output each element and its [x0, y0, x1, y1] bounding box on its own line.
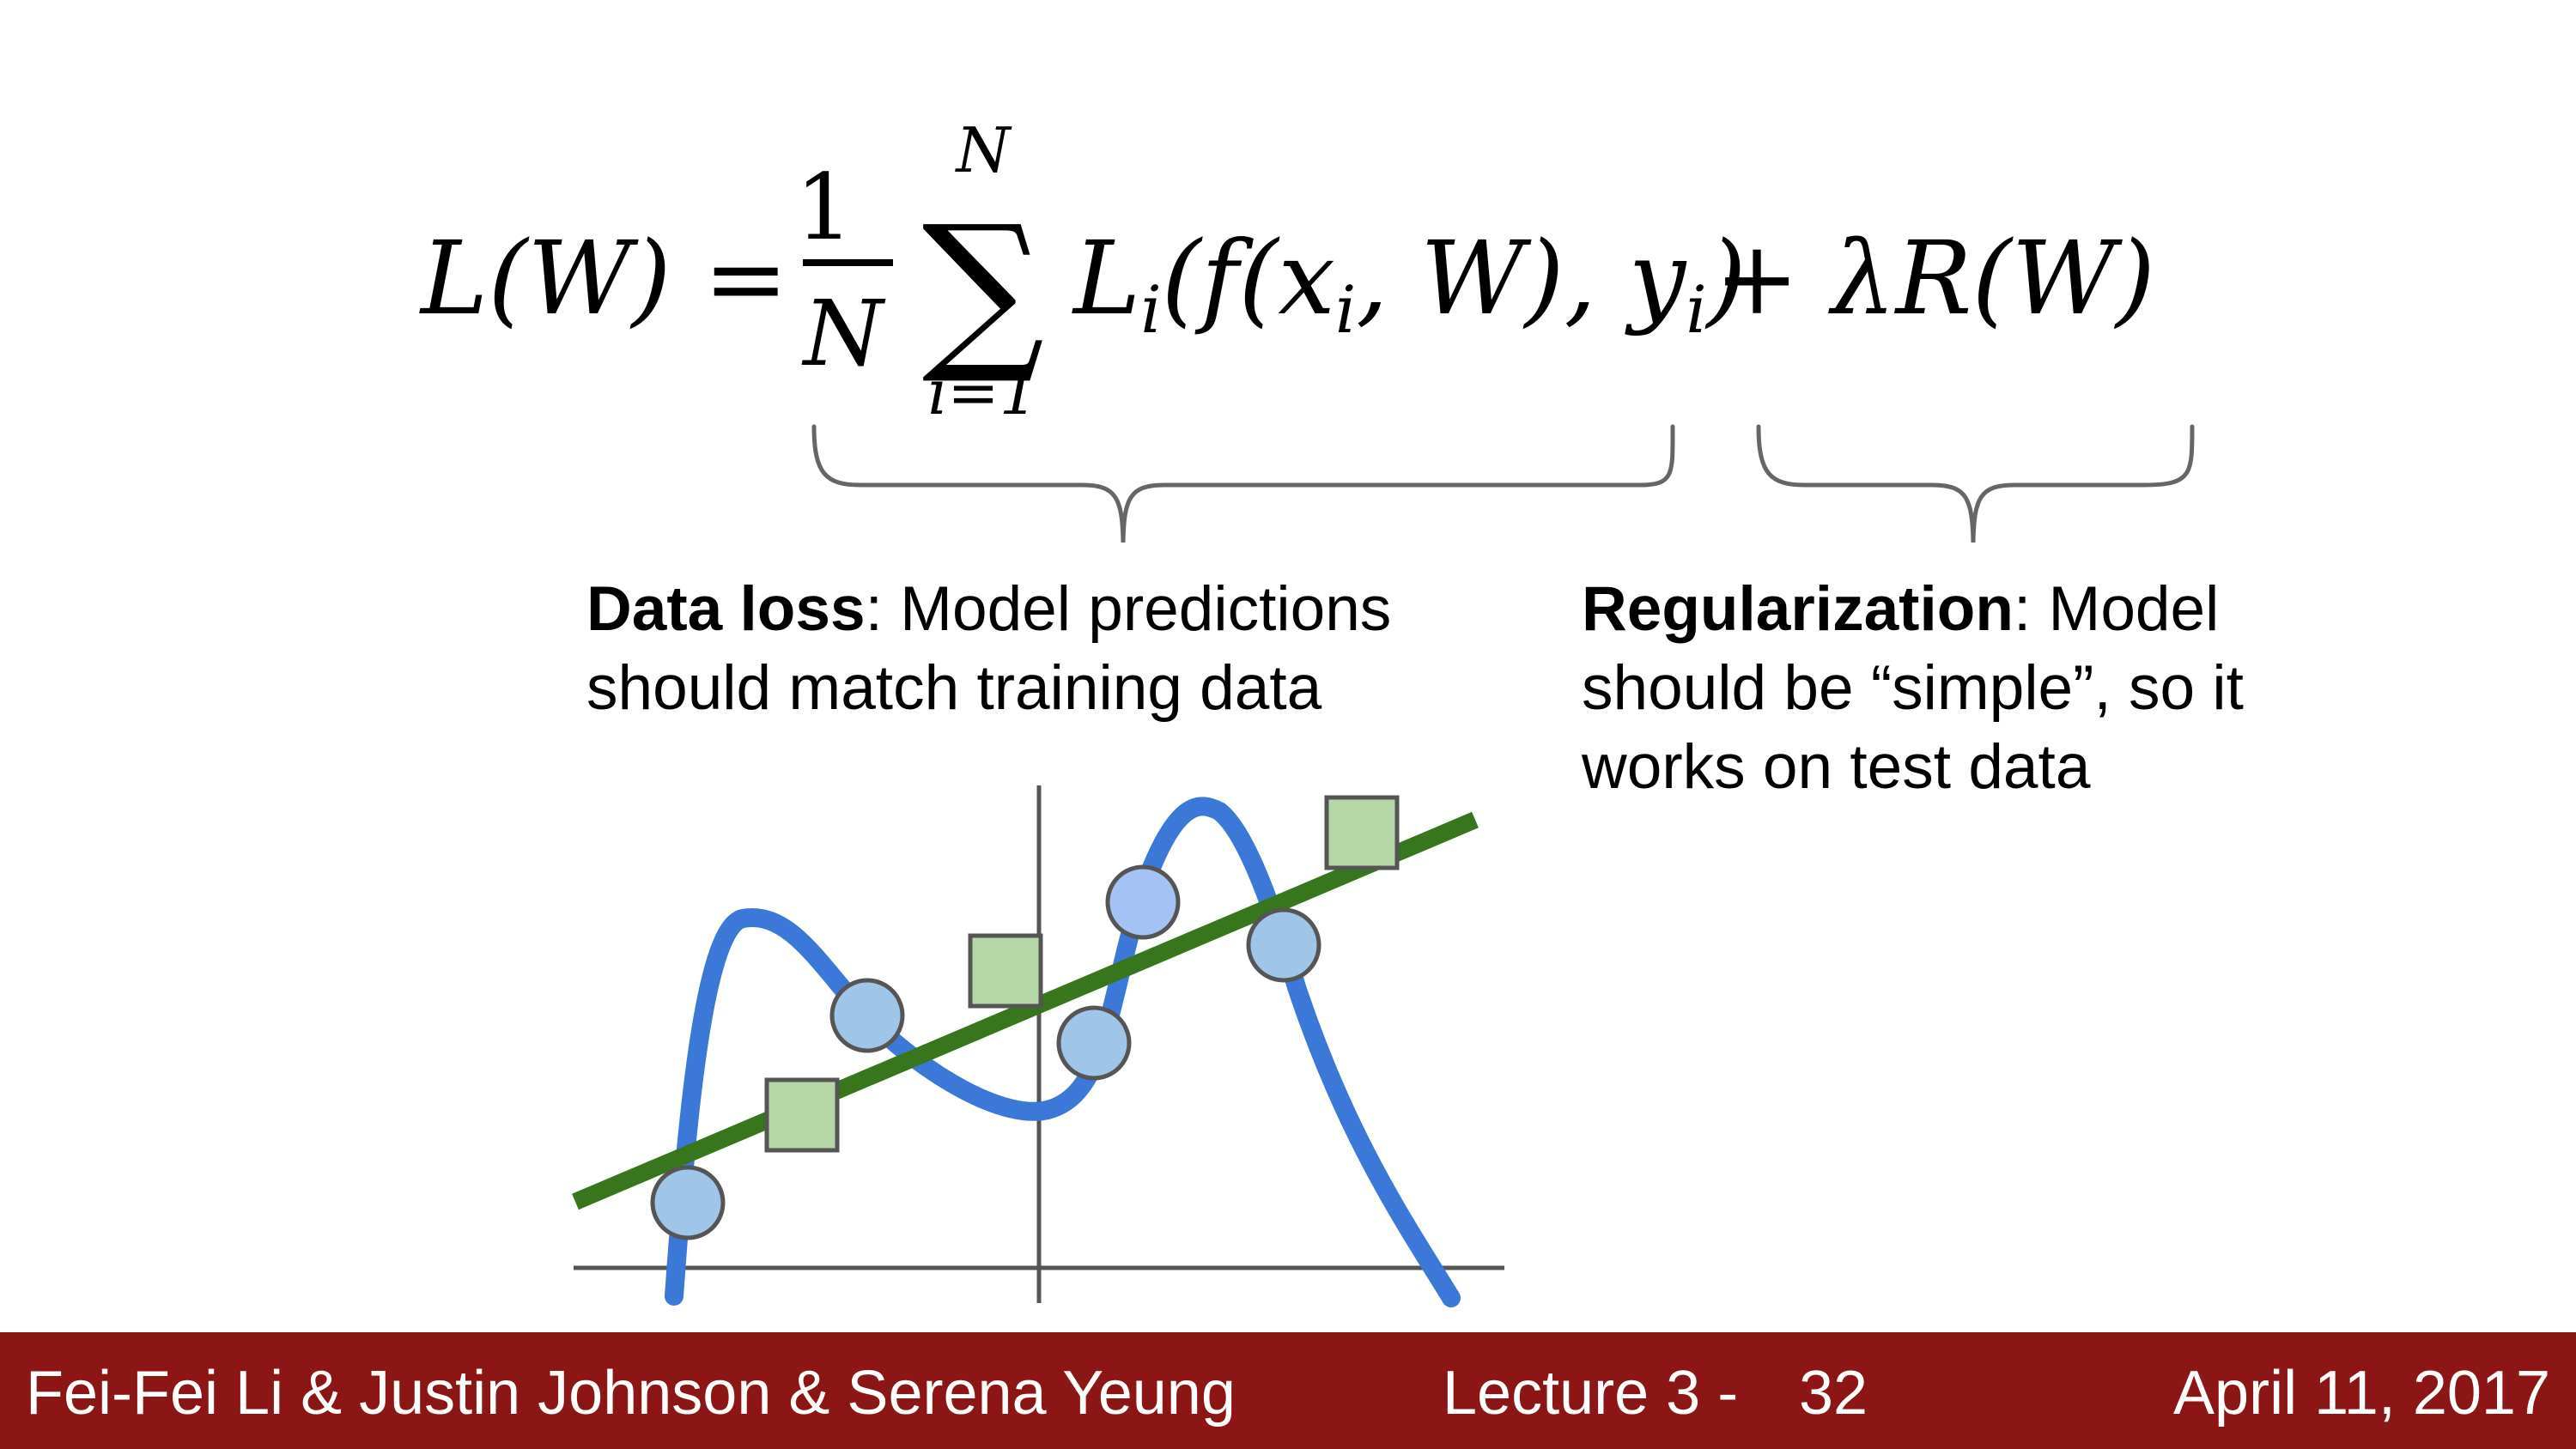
footer-authors: Fei-Fei Li & Justin Johnson & Serena Yeu…: [26, 1359, 1236, 1428]
footer-date: April 11, 2017: [2173, 1359, 2550, 1428]
data-loss-brace: [811, 424, 1675, 543]
data-loss-line1: Data loss: Model predictions: [586, 570, 1391, 649]
regularization-title: Regularization: [1582, 574, 2014, 644]
slide-graphics: L(W) = 1 N N ∑ i=1 Li(f(xi, W), yi) + λR…: [419, 114, 2195, 1307]
formula-lhs: L(W) =: [419, 219, 788, 337]
formula-body-l: L: [1072, 219, 1140, 337]
loss-formula: L(W) = 1 N N ∑ i=1 Li(f(xi, W), yi) + λR…: [419, 114, 2155, 428]
data-loss-line1-text: : Model predictions: [865, 574, 1392, 644]
formula-sum-lower: i=1: [927, 356, 1038, 428]
regularization-line1: Regularization: Model: [1582, 570, 2244, 649]
footer-lecture: Lecture 3 -: [1443, 1359, 1739, 1428]
formula-sum-symbol: ∑: [922, 189, 1045, 389]
data-point-circle: [1246, 907, 1321, 983]
formula-body-end: ): [1704, 219, 1747, 337]
simple-linear-fit: [572, 811, 1479, 1210]
data-point-square: [764, 1077, 840, 1153]
footer-slide-number: 32: [1799, 1359, 1868, 1428]
formula-fraction-denominator: N: [801, 281, 886, 386]
formula-body-rest2: , W), y: [1356, 219, 1686, 337]
data-point-square: [968, 933, 1043, 1009]
formula-fraction-bar: [803, 259, 893, 266]
data-loss-annotation: Data loss: Model predictions should matc…: [586, 570, 1391, 728]
formula-body-rest: (f(x: [1162, 219, 1335, 337]
data-loss-line2: should match training data: [586, 653, 1322, 723]
data-point-circle: [1105, 864, 1181, 940]
data-point-circle: [829, 978, 905, 1053]
regularization-annotation: Regularization: Model should be “simple”…: [1582, 570, 2244, 807]
regularization-brace: [1756, 424, 2195, 543]
overfitting-illustration: [572, 785, 1504, 1307]
formula-body-sub2: i: [1335, 271, 1356, 348]
data-point-circle: [650, 1165, 726, 1240]
formula-body-sub: i: [1140, 271, 1161, 348]
slide-footer: Fei-Fei Li & Justin Johnson & Serena Yeu…: [0, 1332, 2576, 1449]
regularization-line3: works on test data: [1582, 732, 2091, 802]
formula-sum-upper: N: [955, 114, 1013, 186]
formula-data-term: Li(f(xi, W), yi): [1072, 219, 1747, 348]
formula-fraction-numerator: 1: [795, 155, 853, 260]
formula-body-sub3: i: [1686, 271, 1706, 348]
data-point-circle: [1056, 1005, 1132, 1081]
formula-regularization-term: + λR(W): [1715, 219, 2155, 337]
data-point-square: [1324, 795, 1400, 870]
data-loss-title: Data loss: [586, 574, 866, 644]
regularization-line1-text: : Model: [2013, 574, 2220, 644]
regularization-line2: should be “simple”, so it: [1582, 653, 2244, 723]
